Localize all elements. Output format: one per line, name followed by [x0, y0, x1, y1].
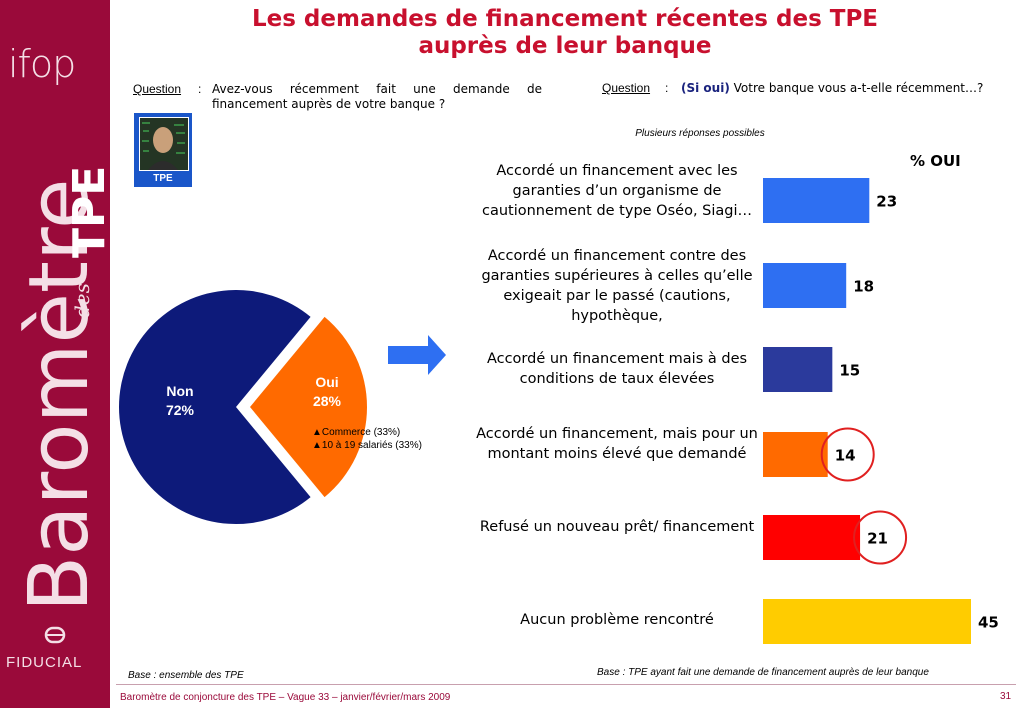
bar-2: [763, 347, 833, 392]
question-left-colon: :: [198, 82, 202, 96]
question-right-body: Votre banque vous a-t-elle récemment…?: [729, 81, 984, 95]
bar-chart-header: % OUI: [910, 152, 961, 170]
bar-label-0: Accordé un financement avec les garantie…: [481, 163, 753, 219]
highlight-circle-3: [820, 427, 875, 482]
highlight-circle-4: [853, 510, 908, 565]
base-note-left: Base : ensemble des TPE: [128, 670, 244, 681]
person-icon: [140, 118, 188, 170]
bar-value-label-5: 45: [978, 614, 999, 632]
bar-1: [763, 263, 847, 308]
des-wordmark: des: [70, 283, 94, 318]
question-right-label: Question: [602, 81, 651, 95]
pie-sub-note: ▲10 à 19 salariés (33%): [312, 440, 422, 451]
page-number: 31: [1000, 691, 1012, 702]
pie-value-non: 72%: [166, 402, 195, 418]
tpe-wordmark: TPE: [64, 165, 115, 258]
bar-label-1: Accordé un financement contre des garant…: [481, 248, 753, 324]
bar-label-2: Accordé un financement mais à des condit…: [486, 351, 748, 387]
right-arrow-icon: [388, 335, 446, 375]
bar-value-label-1: 18: [853, 278, 874, 296]
bar-3: [763, 432, 828, 477]
ifop-logo: ifop: [8, 42, 76, 86]
question-left-text: Avez-vous récemment fait une demande de …: [212, 82, 542, 111]
pie-sub-notes: ▲Commerce (33%) ▲10 à 19 salariés (33%): [312, 426, 422, 452]
bar-value-label-0: 23: [876, 193, 897, 211]
pie-chart-svg: Non 72% Oui 28%: [119, 290, 368, 524]
tpe-badge: TPE: [134, 113, 192, 187]
page-title: Les demandes de financement récentes des…: [150, 6, 980, 60]
bar-value-label-3: 14: [835, 447, 856, 465]
pie-label-non: Non: [166, 383, 193, 399]
bar-label-5: Aucun problème rencontré: [520, 612, 714, 628]
bar-0: [763, 178, 870, 223]
pie-sub-note: ▲Commerce (33%): [312, 427, 401, 438]
multiple-answers-note: Plusieurs réponses possibles: [635, 128, 765, 139]
tpe-photo-image: [139, 117, 189, 171]
footer-divider: [116, 684, 1016, 685]
pie-sub-note-1: Commerce (33%): [321, 427, 401, 438]
bar-value-label-2: 15: [839, 362, 860, 380]
pie-value-oui: 28%: [313, 393, 342, 409]
pie-slice-non: [119, 290, 311, 524]
question-left-label: Question: [133, 82, 182, 96]
question-right-highlight: (Si oui): [681, 81, 730, 95]
bar-label-3: Accordé un financement, mais pour un mon…: [476, 426, 758, 462]
pie-chart: Non 72% Oui 28%: [116, 290, 386, 530]
pie-slice-oui: [250, 316, 368, 498]
bar-label-4: Refusé un nouveau prêt/ financement: [479, 519, 755, 535]
base-note-right: Base : TPE ayant fait une demande de fin…: [597, 667, 929, 678]
pie-label-oui: Oui: [315, 374, 338, 390]
bar-value-label-4: 21: [867, 530, 888, 548]
fiducial-logo-icon: [44, 626, 66, 644]
title-line-1: Les demandes de financement récentes des…: [251, 6, 879, 32]
question-right-text: (Si oui) Votre banque vous a-t-elle réce…: [681, 81, 997, 96]
fiducial-logo-text: FIDUCIAL: [6, 654, 83, 671]
brand-sidebar: ifop Baromètre des TPE FIDUCIAL: [0, 0, 115, 708]
bar-5: [763, 599, 971, 644]
tpe-badge-label: TPE: [153, 173, 173, 184]
pie-sub-note-2: 10 à 19 salariés (33%): [321, 440, 422, 451]
title-line-2: auprès de leur banque: [418, 33, 712, 59]
question-right-colon: :: [665, 81, 669, 95]
bar-4: [763, 515, 861, 560]
footer-survey-text: Baromètre de conjoncture des TPE – Vague…: [120, 692, 451, 703]
